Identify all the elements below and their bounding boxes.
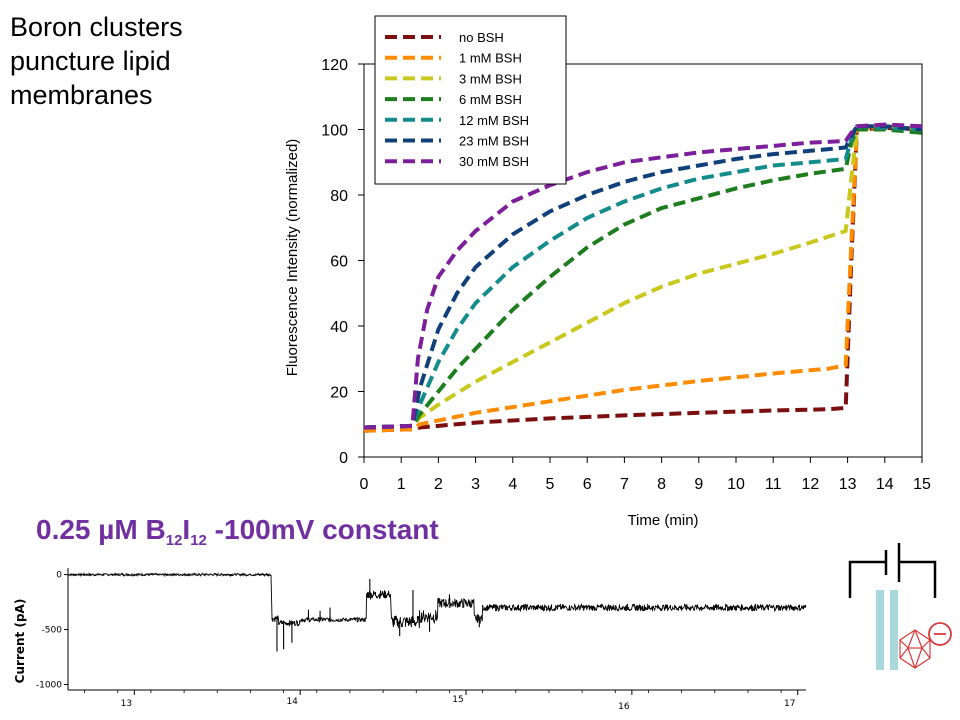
series-line-3-mm-bsh — [363, 125, 923, 430]
x-tick-label: 13 — [121, 699, 132, 709]
x-tick-label: 8 — [657, 476, 666, 493]
x-tick-label: 1 — [397, 476, 406, 493]
y-tick-label: 0 — [56, 571, 62, 581]
trace-heading-sub2: 12 — [190, 532, 207, 549]
x-tick-label: 15 — [452, 695, 463, 705]
x-tick-label: 14 — [876, 476, 894, 493]
series-line-6-mm-bsh — [363, 127, 923, 430]
legend-label: 6 mM BSH — [459, 92, 522, 107]
trace-heading-suffix: -100mV constant — [206, 514, 439, 545]
trace-heading-sub1: 12 — [165, 532, 183, 549]
x-tick-label: 16 — [618, 702, 630, 712]
electrode-icon — [876, 590, 898, 670]
x-tick-label: 5 — [546, 476, 555, 493]
series-line-12-mm-bsh — [363, 124, 923, 430]
x-tick-label: 0 — [360, 476, 369, 493]
x-tick-label: 14 — [286, 697, 298, 707]
legend-label: 3 mM BSH — [459, 71, 522, 86]
negative-charge-icon — [928, 622, 952, 646]
legend-label: no BSH — [459, 30, 504, 45]
series-line-1-mm-bsh — [363, 124, 923, 433]
series-line-30-mm-bsh — [363, 122, 923, 430]
x-tick-label: 10 — [727, 476, 745, 493]
x-tick-label: 11 — [765, 476, 782, 493]
y-tick-label: 0 — [339, 450, 348, 467]
y-tick-label: 80 — [330, 188, 348, 205]
y-axis-title: Current (pA) — [13, 599, 27, 684]
y-tick-label: 60 — [330, 254, 348, 271]
boron-cluster-icon — [899, 629, 931, 669]
trace-heading-prefix: 0.25 µM B — [36, 514, 166, 545]
circuit-wires-icon — [848, 543, 937, 598]
x-tick-label: 12 — [802, 476, 820, 493]
x-tick-label: 4 — [508, 476, 517, 493]
y-tick-label: 120 — [321, 57, 348, 74]
x-tick-label: 9 — [694, 476, 703, 493]
x-tick-label: 13 — [839, 476, 857, 493]
x-tick-label: 15 — [913, 476, 931, 493]
slide-title-line: Boron clusters — [10, 12, 183, 42]
y-tick-label: 20 — [330, 385, 348, 402]
legend-label: 12 mM BSH — [459, 113, 529, 128]
slide-title-line: membranes — [10, 80, 153, 111]
x-tick-label: 6 — [583, 476, 592, 493]
series-line-no-bsh — [363, 125, 923, 433]
trace-heading-mid: I — [182, 514, 191, 545]
x-tick-label: 17 — [784, 699, 795, 709]
x-tick-label: 3 — [471, 476, 480, 493]
y-axis-title: Fluorescence Intensity (normalized) — [284, 139, 301, 377]
slide-title: Boron clusters puncture lipid membranes — [10, 10, 260, 112]
legend-label: 30 mM BSH — [459, 154, 529, 169]
series-line-23-mm-bsh — [363, 124, 923, 430]
y-tick-label: 100 — [321, 123, 348, 140]
legend-label: 1 mM BSH — [459, 51, 522, 66]
legend-label: 23 mM BSH — [459, 134, 529, 149]
trace-heading: 0.25 µM B12I12 -100mV constant — [36, 514, 439, 549]
y-tick-label: 40 — [330, 319, 348, 336]
current-trace-line — [67, 571, 807, 629]
x-tick-label: 7 — [620, 476, 629, 493]
slide-title-line: puncture lipid — [10, 46, 171, 77]
x-axis-title: Time (min) — [627, 512, 698, 529]
y-tick-label: -500 — [42, 626, 63, 636]
y-tick-label: -1000 — [36, 681, 62, 691]
x-tick-label: 2 — [434, 476, 443, 493]
